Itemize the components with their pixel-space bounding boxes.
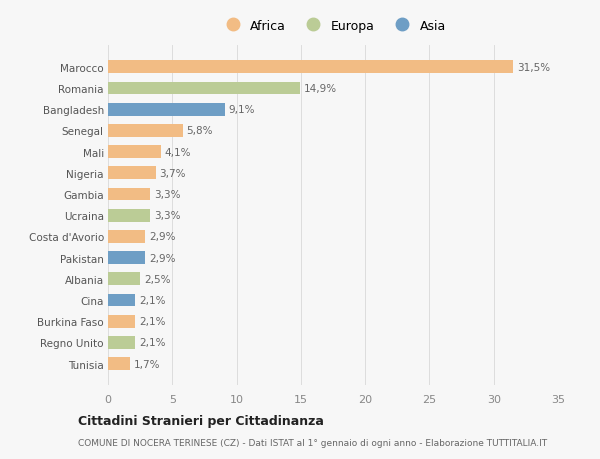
Bar bbox=[108, 358, 130, 370]
Text: 3,3%: 3,3% bbox=[154, 211, 181, 221]
Text: 4,1%: 4,1% bbox=[164, 147, 191, 157]
Text: 2,9%: 2,9% bbox=[149, 253, 176, 263]
Text: 2,9%: 2,9% bbox=[149, 232, 176, 242]
Bar bbox=[108, 336, 135, 349]
Text: 2,1%: 2,1% bbox=[139, 317, 166, 326]
Text: 31,5%: 31,5% bbox=[517, 63, 550, 73]
Text: 2,1%: 2,1% bbox=[139, 338, 166, 347]
Bar bbox=[108, 146, 161, 159]
Bar bbox=[108, 125, 182, 138]
Text: 9,1%: 9,1% bbox=[229, 105, 256, 115]
Bar bbox=[108, 315, 135, 328]
Bar bbox=[108, 167, 155, 180]
Bar bbox=[108, 252, 145, 264]
Bar bbox=[108, 104, 225, 116]
Text: 3,7%: 3,7% bbox=[160, 168, 186, 179]
Text: 2,5%: 2,5% bbox=[144, 274, 170, 284]
Text: 14,9%: 14,9% bbox=[304, 84, 337, 94]
Text: 3,3%: 3,3% bbox=[154, 190, 181, 200]
Text: 1,7%: 1,7% bbox=[134, 359, 160, 369]
Text: 5,8%: 5,8% bbox=[187, 126, 213, 136]
Bar bbox=[108, 62, 513, 74]
Bar bbox=[108, 188, 151, 201]
Bar bbox=[108, 83, 299, 95]
Bar bbox=[108, 209, 151, 222]
Text: 2,1%: 2,1% bbox=[139, 295, 166, 305]
Legend: Africa, Europa, Asia: Africa, Europa, Asia bbox=[215, 15, 451, 38]
Text: Cittadini Stranieri per Cittadinanza: Cittadini Stranieri per Cittadinanza bbox=[78, 414, 324, 428]
Bar bbox=[108, 273, 140, 285]
Text: COMUNE DI NOCERA TERINESE (CZ) - Dati ISTAT al 1° gennaio di ogni anno - Elabora: COMUNE DI NOCERA TERINESE (CZ) - Dati IS… bbox=[78, 438, 547, 447]
Bar bbox=[108, 230, 145, 243]
Bar bbox=[108, 294, 135, 307]
